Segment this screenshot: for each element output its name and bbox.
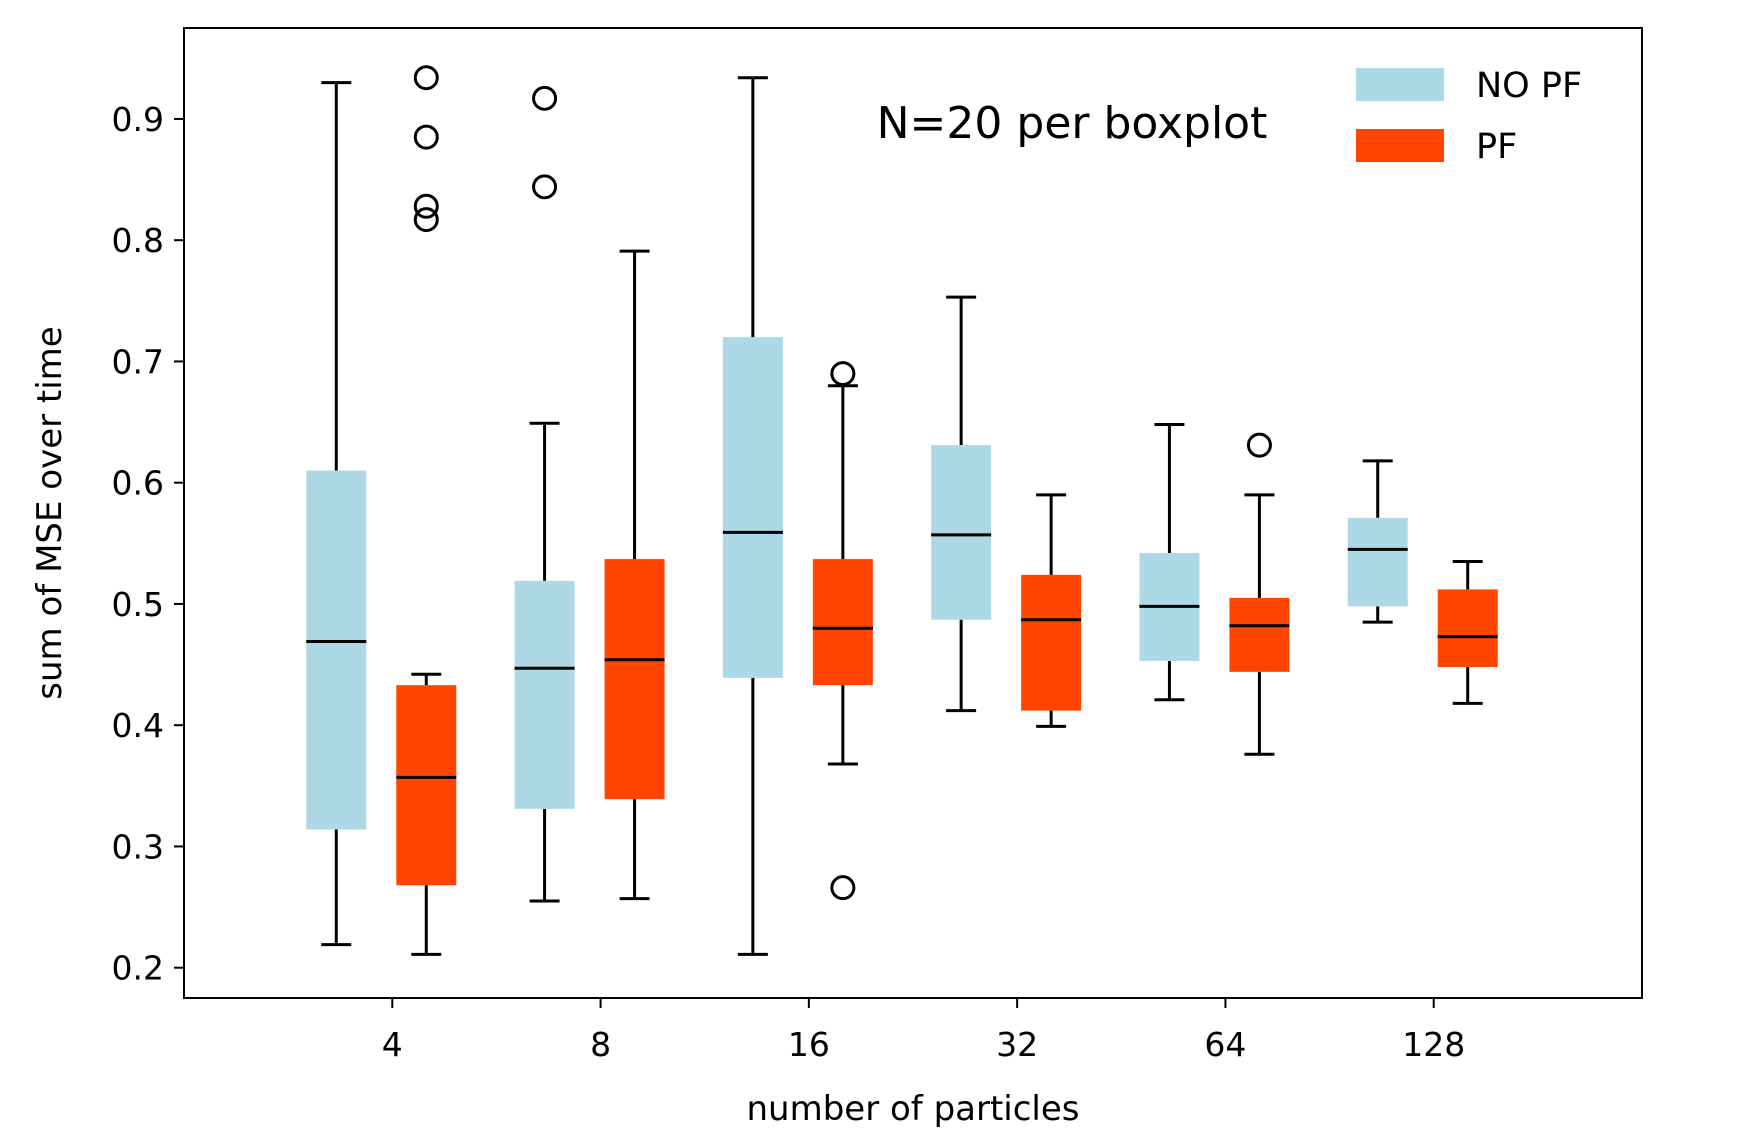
box-no-pf-128: [1347, 459, 1408, 624]
x-tick-label: 128: [1402, 1025, 1465, 1064]
outlier-pf-4-1: [413, 124, 439, 150]
box-body-pf-128: [1437, 589, 1498, 667]
legend-label-no-pf: NO PF: [1476, 66, 1582, 106]
outlier-no-pf-8-1: [532, 174, 558, 200]
box-body-no-pf-8: [514, 580, 575, 809]
y-axis: 0.2 0.3 0.4 0.5 0.6 0.7 0.8 0.9: [112, 100, 184, 988]
box-pf-4: [396, 65, 457, 956]
box-pf-32: [1021, 493, 1082, 728]
y-tick-label: 0.6: [112, 464, 164, 503]
box-pf-16: [812, 361, 873, 901]
box-no-pf-64: [1139, 422, 1200, 702]
box-body-pf-32: [1021, 574, 1082, 711]
y-tick-label: 0.5: [112, 585, 164, 624]
outlier-pf-4-2: [413, 193, 439, 219]
x-tick-label: 64: [1204, 1025, 1246, 1064]
box-body-no-pf-4: [306, 470, 367, 830]
x-axis: 4 8 16 32 64 128: [382, 998, 1465, 1064]
legend-swatch-pf: [1356, 129, 1444, 162]
y-tick-label: 0.7: [112, 342, 164, 381]
y-tick-label: 0.9: [112, 100, 164, 139]
box-body-pf-64: [1229, 597, 1290, 672]
box-no-pf-8: [514, 85, 575, 903]
outlier-no-pf-8-0: [532, 85, 558, 111]
legend: NO PF PF: [1356, 66, 1582, 167]
plot-marks: [306, 65, 1498, 956]
box-body-no-pf-128: [1347, 517, 1408, 607]
box-no-pf-16: [722, 76, 783, 956]
x-tick-label: 16: [788, 1025, 830, 1064]
y-tick-label: 0.2: [112, 949, 164, 988]
x-axis-label: number of particles: [746, 1089, 1079, 1129]
outlier-pf-4-3: [413, 207, 439, 233]
outlier-pf-4-0: [413, 65, 439, 91]
outlier-pf-16-0: [830, 361, 856, 387]
x-tick-label: 32: [996, 1025, 1038, 1064]
box-body-no-pf-16: [722, 337, 783, 678]
plot-frame: [183, 27, 1643, 999]
outlier-pf-64-0: [1246, 432, 1272, 458]
box-no-pf-4: [306, 81, 367, 947]
y-axis-label: sum of MSE over time: [30, 326, 70, 699]
y-tick-label: 0.3: [112, 827, 164, 866]
legend-label-pf: PF: [1476, 127, 1517, 167]
box-body-pf-16: [812, 559, 873, 686]
annotation-text: N=20 per boxplot: [877, 98, 1268, 149]
box-no-pf-32: [931, 295, 992, 713]
box-pf-128: [1437, 560, 1498, 705]
x-tick-label: 4: [382, 1025, 403, 1064]
box-body-pf-4: [396, 685, 457, 886]
outlier-pf-16-1: [830, 875, 856, 901]
y-tick-label: 0.4: [112, 706, 164, 745]
box-pf-8: [604, 249, 665, 901]
x-tick-label: 8: [590, 1025, 611, 1064]
y-tick-label: 0.8: [112, 221, 164, 260]
box-pf-64: [1229, 432, 1290, 756]
legend-swatch-no-pf: [1356, 68, 1444, 101]
box-body-pf-8: [604, 559, 665, 800]
box-body-no-pf-32: [931, 445, 992, 620]
